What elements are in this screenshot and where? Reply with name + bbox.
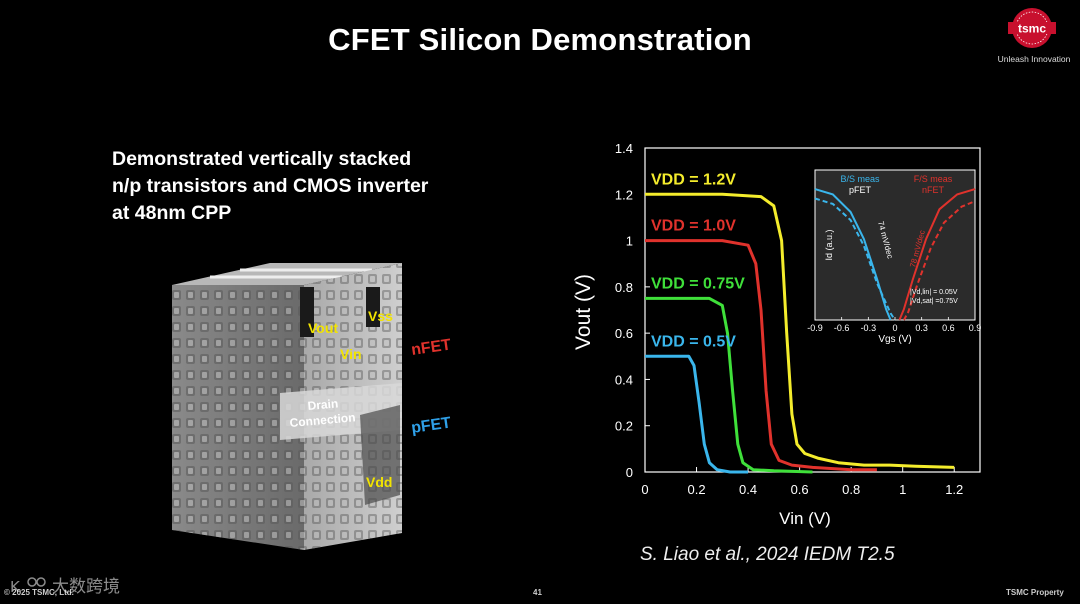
vtc-chart: 0 0.2 0.4 0.6 0.8 1 1.2 0 0.2 0.4 0.6 0.8 1 1.2 1.4 VD… — [572, 141, 981, 528]
inset-right-title-2: nFET — [922, 185, 945, 195]
nfet-label: nFET — [410, 337, 452, 359]
vtc-series-label-3: VDD = 0.5V — [651, 333, 736, 350]
vtc-series-label-1: VDD = 1.0V — [651, 218, 736, 235]
slide-title: CFET Silicon Demonstration — [328, 22, 752, 57]
vtc-x-tick-label: 0.2 — [687, 482, 705, 497]
vtc-x-tick-label: 0.8 — [842, 482, 860, 497]
vtc-y-tick-label: 0.4 — [615, 372, 633, 387]
inset-x-axis-label: Vgs (V) — [878, 334, 911, 345]
inset-x-tick-label: -0.3 — [861, 323, 877, 333]
inset-x-tick-label: 0.6 — [942, 323, 955, 333]
vtc-y-tick-label: 0.2 — [615, 419, 633, 434]
inset-series-line-3 — [903, 200, 976, 321]
vss-label: Vss — [368, 308, 393, 324]
description: Demonstrated vertically stacked n/p tran… — [112, 146, 428, 227]
vtc-y-tick-label: 0.8 — [615, 280, 633, 295]
description-line-1: Demonstrated vertically stacked — [112, 148, 412, 170]
vtc-series-line-2 — [645, 296, 813, 474]
inset-condition-2: |Vd,sat| =0.75V — [910, 298, 958, 305]
inset-x-tick-label: -0.9 — [807, 323, 823, 333]
watermark: K 大数跨境 — [10, 577, 120, 597]
logo-text: tsmc — [1018, 22, 1046, 36]
inset-series-line-0 — [814, 188, 892, 321]
tagline: Unleash Innovation — [997, 54, 1071, 64]
vout-label: Vout — [308, 320, 338, 336]
vdd-label: Vdd — [366, 474, 392, 490]
inset-series-line-2 — [898, 188, 976, 321]
inset-right-title-1: F/S meas — [914, 174, 953, 184]
vtc-x-tick-label: 1 — [899, 482, 906, 497]
inset-x-tick-label: 0.9 — [969, 323, 982, 333]
watermark-text: 大数跨境 — [52, 577, 120, 597]
inset-x-tick-label: 0.3 — [915, 323, 928, 333]
inset-condition-1: |Vd,lin| = 0.05V — [910, 289, 958, 296]
drain-connection-label-2: Connection — [289, 410, 356, 430]
vtc-y-tick-label: 1 — [626, 234, 633, 249]
vtc-series-label-2: VDD = 0.75V — [651, 275, 745, 292]
drain-connection-label-1: Drain — [307, 396, 339, 413]
vtc-x-tick-label: 0.6 — [791, 482, 809, 497]
vtc-x-tick-label: 0 — [641, 482, 648, 497]
vtc-series-line-0 — [645, 192, 955, 469]
tsmc-logo: tsmc — [1008, 8, 1056, 48]
vtc-x-tick-label: 1.2 — [945, 482, 963, 497]
vtc-y-axis-label: Vout (V) — [572, 274, 595, 350]
inset-left-title-2: pFET — [849, 185, 872, 195]
inset-x-tick-label: -0.6 — [834, 323, 850, 333]
page-number: 41 — [533, 588, 542, 597]
vtc-x-axis-label: Vin (V) — [779, 509, 831, 528]
cfet-cross-section-image: Vout Vss Vin Vdd Drain Connection nFET p… — [172, 263, 452, 550]
vtc-y-tick-label: 1.2 — [615, 187, 633, 202]
vtc-y-tick-label: 0 — [626, 465, 633, 480]
pfet-label: pFET — [410, 415, 452, 437]
vtc-lines — [645, 192, 955, 474]
description-line-3: at 48nm CPP — [112, 202, 232, 224]
inset-x-tick-label: 0 — [892, 323, 897, 333]
watermark-mark: K — [10, 578, 21, 596]
vin-label: Vin — [340, 346, 362, 362]
footer-copyright: © 2025 TSMC, Ltd. — [4, 588, 74, 597]
vtc-series-line-1 — [645, 239, 877, 472]
description-line-2: n/p transistors and CMOS inverter — [112, 175, 429, 197]
vtc-y-tick-label: 0.6 — [615, 326, 633, 341]
vtc-legend: VDD = 1.2V VDD = 1.0V VDD = 0.75V VDD = 0.5… — [651, 171, 745, 350]
inset-series-line-1 — [814, 197, 896, 321]
inset-axes: -0.9 -0.6 -0.3 0 0.3 0.6 0.9 — [807, 317, 981, 333]
vtc-x-tick-label: 0.4 — [739, 482, 757, 497]
citation: S. Liao et al., 2024 IEDM T2.5 — [640, 544, 895, 565]
vtc-y-tick-label: 1.4 — [615, 141, 633, 156]
inset-y-axis-label: Id (a.u.) — [824, 229, 834, 260]
inset-left-title-1: B/S meas — [840, 174, 880, 184]
footer-property: TSMC Property — [1006, 588, 1064, 597]
inset-lines — [814, 188, 976, 321]
vtc-series-label-0: VDD = 1.2V — [651, 171, 736, 188]
vtc-series-line-3 — [645, 354, 749, 474]
id-vgs-inset: -0.9 -0.6 -0.3 0 0.3 0.6 0.9 Vgs (V) Id (a.u.)… — [807, 169, 981, 345]
